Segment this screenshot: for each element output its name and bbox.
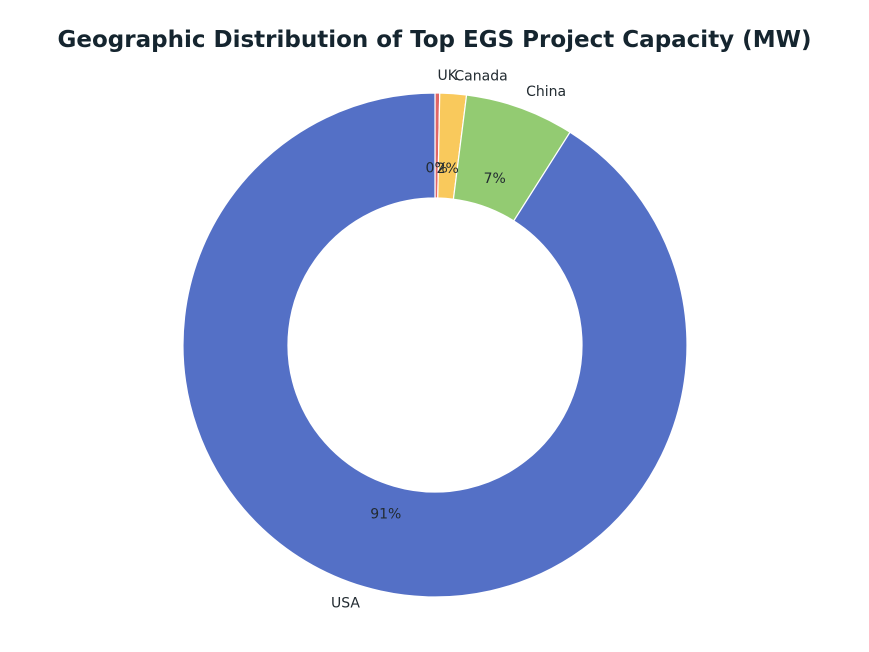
slice-label-usa: USA [331,595,360,611]
slice-label-canada: Canada [454,69,507,85]
slice-label-china: China [526,84,566,100]
labels-layer: UK 0% Canada 2% China 7% USA 91% [331,68,566,611]
slices-layer [182,92,688,598]
slice-usa [182,92,688,598]
pct-label-china: 7% [484,171,506,187]
slice-label-uk: UK [438,68,458,84]
chart-title: Geographic Distribution of Top EGS Proje… [57,27,812,53]
pct-label-canada: 2% [437,161,459,177]
pct-label-usa: 91% [370,506,401,522]
pct-label-uk: 0% [426,161,448,177]
